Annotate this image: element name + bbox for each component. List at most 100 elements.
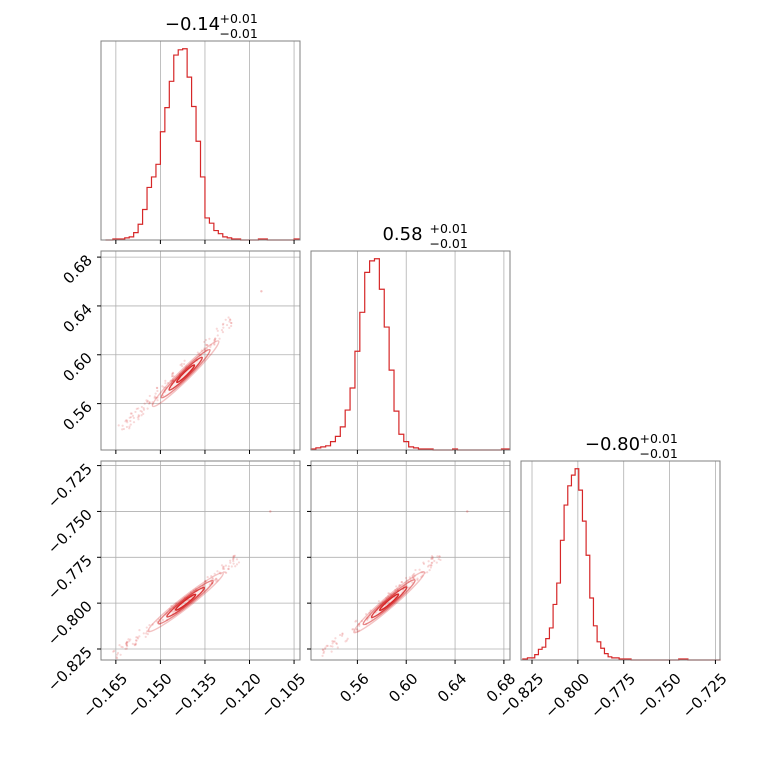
contour-0-2-sample-point	[134, 642, 137, 645]
contour-0-1-sample-point	[171, 371, 174, 374]
hist-2-title-plus: +0.01	[640, 431, 678, 446]
contour-0-1-sample-point	[148, 401, 151, 404]
contour-1-2-sample-point	[428, 564, 431, 567]
contour-0-2-ytick-label: −0.750	[44, 506, 96, 558]
contour-0-1-contours	[151, 340, 220, 408]
contour-1-2-sample-point	[411, 574, 414, 578]
contour-0-1-sample-point	[128, 416, 131, 419]
contour-0-1-sample-point	[132, 416, 135, 420]
hist-1-step-line	[310, 258, 510, 451]
contour-0-2-sample-point	[233, 554, 237, 557]
contour-0-1-sample-point	[196, 351, 199, 354]
contour-0-1-sample-point	[155, 386, 159, 390]
contour-0-2-sample-point	[230, 565, 233, 568]
contour-1-2-sample-point	[413, 574, 416, 578]
contour-0-1-sample-point	[137, 407, 140, 410]
contour-0-1-sample-point	[154, 392, 157, 395]
contour-0-1-sample-point	[128, 425, 131, 428]
data-layer	[105, 48, 721, 661]
contour-1-2-sample-point	[400, 581, 403, 584]
contour-1-2-sample-point	[429, 564, 432, 567]
contour-1-2-sample-point	[331, 642, 334, 645]
contour-1-2-sample-point	[431, 556, 434, 559]
contour-0-2-sample-point	[235, 563, 239, 566]
contour-0-1-sample-point	[161, 385, 164, 388]
contour-0-1-sample-point	[124, 420, 127, 423]
contour-0-1-sample-point	[229, 318, 232, 322]
contour-0-1-sample-point	[227, 316, 230, 319]
contour-1-2-sample-point	[331, 640, 334, 643]
contour-0-2-sample-point	[112, 650, 115, 653]
contour-1-2-xtick-label: 0.64	[434, 670, 470, 706]
contour-0-1-ytick-label: 0.64	[59, 300, 95, 336]
contour-0-2-xtick-label: −0.150	[124, 670, 176, 722]
contour-0-1-sample-point	[218, 337, 221, 340]
contour-1-2-contour-level-1	[353, 570, 426, 634]
hist-0-title-plus: +0.01	[220, 11, 258, 26]
contour-0-1-sample-point	[164, 379, 167, 382]
contour-0-2-sample-point	[211, 577, 214, 580]
contour-0-1-sample-point	[148, 400, 151, 404]
contour-1-2-xtick-label: 0.60	[385, 670, 421, 706]
contour-0-2-sample-point	[237, 561, 241, 564]
grid-layer	[101, 41, 716, 660]
contour-0-1-sample-point	[154, 396, 158, 399]
contour-0-1-sample-point	[228, 326, 231, 329]
contour-0-1-sample-point	[132, 421, 136, 424]
contour-0-2-sample-point	[126, 645, 129, 648]
contour-0-2-sample-point	[125, 643, 128, 646]
contour-0-2-sample-point	[115, 656, 118, 659]
contour-0-1-sample-point	[143, 402, 146, 405]
contour-0-2-contours	[147, 572, 224, 633]
contour-0-1-sample-point	[140, 405, 143, 409]
contour-0-1-sample-point	[183, 362, 186, 366]
contour-0-2-xtick-label: −0.135	[168, 670, 220, 722]
contour-0-2-sample-point	[126, 641, 129, 644]
contour-0-2-sample-point	[120, 645, 123, 648]
contour-1-2-sample-point	[365, 613, 368, 616]
contour-0-2-sample-point	[232, 556, 235, 559]
contour-0-1-sample-point	[146, 400, 149, 404]
contour-1-2-sample-point	[329, 645, 332, 648]
contour-0-1-outlier-point	[260, 290, 263, 293]
contour-1-2-sample-point	[326, 644, 329, 648]
contour-1-2-sample-point	[412, 576, 415, 579]
contour-0-2-sample-point	[204, 580, 207, 583]
contour-0-1-sample-point	[146, 407, 149, 410]
hist-1-title: 0.58	[382, 224, 422, 245]
contour-0-2-sample-point	[135, 636, 138, 639]
contour-1-2-sample-point	[397, 584, 401, 587]
contour-0-1-sample-point	[137, 414, 140, 417]
contour-0-2-sample-point	[125, 644, 128, 647]
hist-2-title-minus: −0.01	[640, 446, 678, 461]
contour-1-2-sample-point	[322, 650, 326, 653]
contour-0-1-sample-point	[206, 343, 209, 347]
contour-1-2-sample-point	[430, 557, 433, 560]
contour-1-2-contour-level-4	[378, 593, 400, 612]
contour-1-2-sample-point	[404, 576, 408, 580]
contour-0-1-sample-point	[129, 412, 133, 415]
contour-1-2-sample-point	[322, 651, 325, 655]
contour-0-2-sample-point	[215, 577, 218, 580]
contour-0-2-sample-point	[124, 647, 127, 650]
hist-0-title-minus: −0.01	[220, 26, 258, 41]
contour-1-2-sample-point	[431, 561, 434, 564]
contour-1-2-sample-point	[355, 619, 358, 622]
contour-0-1-sample-point	[205, 344, 209, 347]
contour-0-1-sample-point	[208, 337, 211, 340]
contour-0-1-sample-point	[148, 394, 151, 398]
contour-0-2-sample-point	[224, 564, 227, 567]
contour-0-1-sample-point	[121, 428, 124, 431]
contour-0-2-sample-point	[221, 567, 225, 570]
contour-0-2-sample-point	[134, 643, 138, 646]
contour-0-2-sample-point	[225, 571, 228, 575]
contour-0-2-contour-level-2	[157, 579, 214, 625]
contour-0-2-sample-point	[232, 558, 235, 561]
contour-1-2-sample-point	[324, 646, 327, 649]
contour-0-2-sample-point	[145, 626, 148, 629]
contour-0-2-sample-point	[142, 632, 145, 635]
contour-0-2-sample-point	[215, 580, 218, 583]
contour-0-2-sample-point	[221, 566, 225, 569]
contour-1-2-sample-point	[438, 555, 441, 558]
contour-0-1-sample-point	[156, 389, 159, 393]
